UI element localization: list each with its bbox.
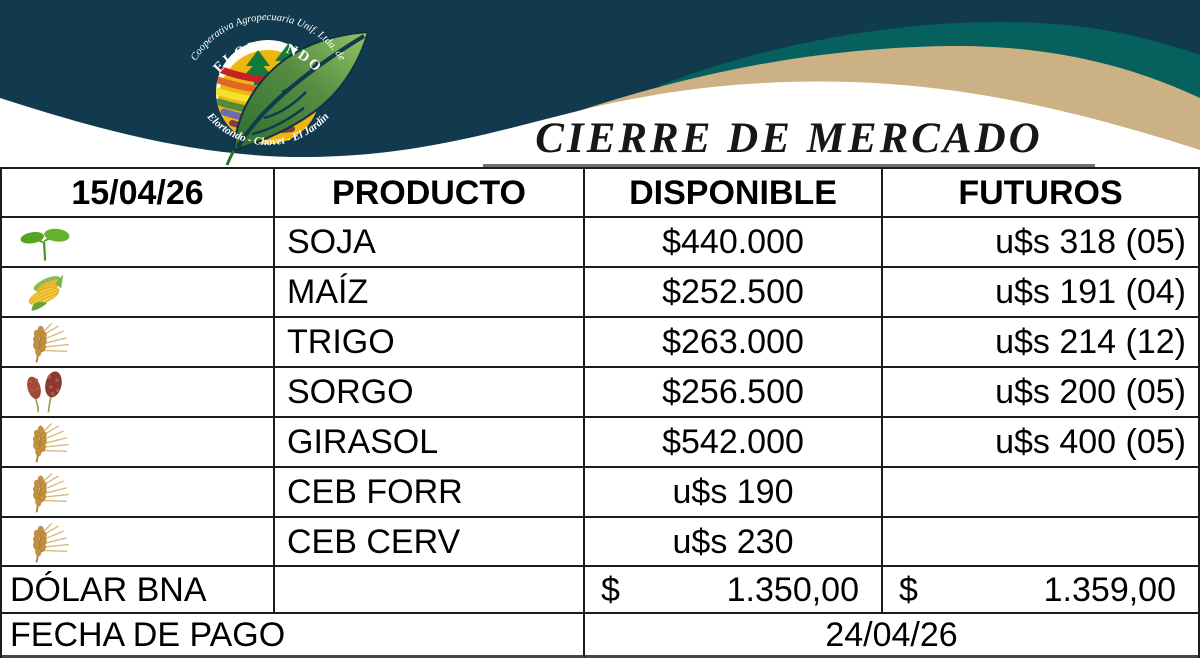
dolar-disponible-cell: $ 1.350,00 [585, 567, 883, 614]
disponible-cell: $263.000 [585, 318, 883, 368]
futuros-cell: u$s 191 (04) [883, 268, 1198, 318]
col-header-futuros: FUTUROS [883, 169, 1198, 218]
disponible-cell: u$s 230 [585, 518, 883, 567]
wheat-icon [16, 470, 74, 514]
corn-icon [16, 270, 74, 314]
soybean-sprout-icon [16, 220, 74, 264]
crop-icon-cell [2, 318, 275, 368]
wheat-icon [16, 320, 74, 364]
crop-icon-cell [2, 368, 275, 418]
futuros-cell: u$s 200 (05) [883, 368, 1198, 418]
futuros-cell: u$s 318 (05) [883, 218, 1198, 268]
disponible-cell: $252.500 [585, 268, 883, 318]
page-title: CIERRE DE MERCADO [483, 114, 1095, 168]
futuros-cell: u$s 214 (12) [883, 318, 1198, 368]
crop-icon-cell [2, 468, 275, 518]
header-banner: Cooperativa Agropecuaria Unif. Ltda. de … [0, 0, 1200, 167]
banner-white-wave [0, 81, 1200, 167]
col-header-disponible: DISPONIBLE [585, 169, 883, 218]
crop-icon-cell [2, 268, 275, 318]
disponible-cell: $440.000 [585, 218, 883, 268]
price-table: 15/04/26 PRODUCTO DISPONIBLE FUTUROS SOJ… [0, 167, 1200, 658]
date-header-cell: 15/04/26 [2, 169, 275, 218]
currency-symbol: $ [601, 570, 620, 609]
futuros-cell [883, 468, 1198, 518]
producto-cell: SORGO [275, 368, 585, 418]
leaf-icon [225, 30, 370, 166]
sorghum-icon [16, 370, 74, 414]
futuros-cell: u$s 400 (05) [883, 418, 1198, 468]
disponible-cell: u$s 190 [585, 468, 883, 518]
producto-cell: MAÍZ [275, 268, 585, 318]
disponible-cell: $542.000 [585, 418, 883, 468]
wheat-icon [16, 420, 74, 464]
producto-cell: TRIGO [275, 318, 585, 368]
dolar-futuros-value: 1.359,00 [1043, 570, 1176, 609]
crop-icon-cell [2, 218, 275, 268]
currency-symbol: $ [899, 570, 918, 609]
wheat-icon [16, 520, 74, 564]
producto-cell: SOJA [275, 218, 585, 268]
col-header-producto: PRODUCTO [275, 169, 585, 218]
crop-icon-cell [2, 418, 275, 468]
producto-cell: CEB FORR [275, 468, 585, 518]
fecha-pago-value-cell: 24/04/26 [585, 614, 1198, 658]
fecha-pago-label-cell: FECHA DE PAGO [2, 614, 585, 658]
dolar-disponible-value: 1.350,00 [726, 570, 859, 609]
disponible-cell: $256.500 [585, 368, 883, 418]
dolar-futuros-cell: $ 1.359,00 [883, 567, 1198, 614]
producto-cell: GIRASOL [275, 418, 585, 468]
crop-icon-cell [2, 518, 275, 567]
dolar-label-cell: DÓLAR BNA [2, 567, 275, 614]
dolar-empty-cell [275, 567, 585, 614]
futuros-cell [883, 518, 1198, 567]
producto-cell: CEB CERV [275, 518, 585, 567]
